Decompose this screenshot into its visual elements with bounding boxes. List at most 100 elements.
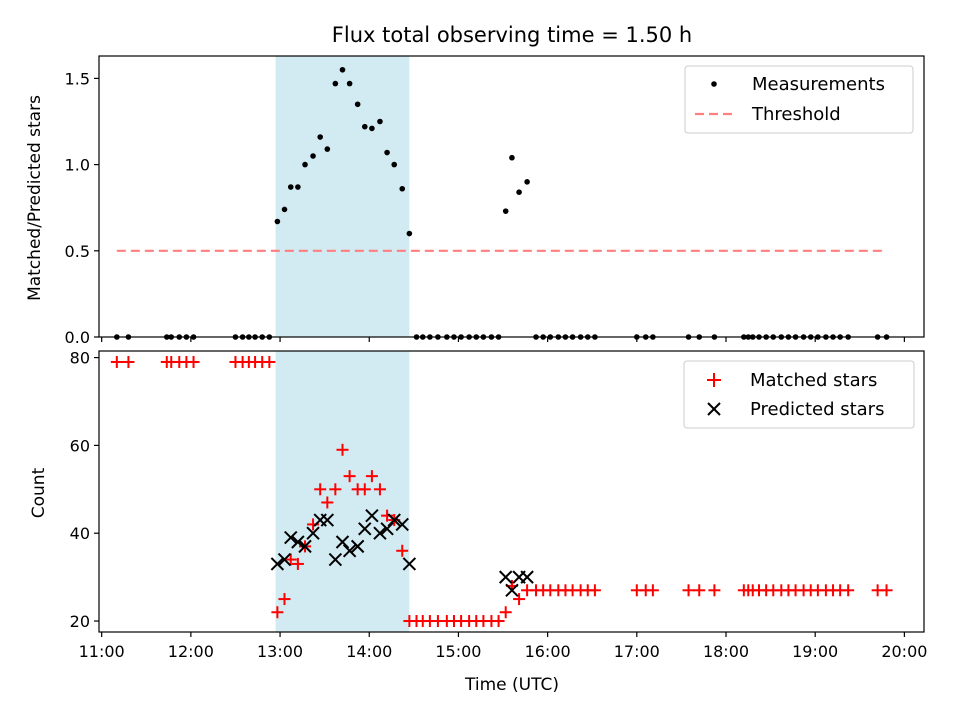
xtick-label: 12:00	[168, 642, 214, 661]
predicted-star-point	[284, 530, 298, 545]
measurement-point	[516, 189, 522, 195]
matched-star-point	[492, 615, 505, 628]
ytick-label: 80	[70, 349, 90, 368]
matched-star-point	[314, 483, 327, 496]
matched-star-point	[365, 470, 378, 483]
legend-matched-label: Matched stars	[750, 370, 877, 391]
predicted-star-point	[306, 526, 320, 540]
measurement-point	[391, 161, 398, 168]
matched-star-point	[336, 443, 349, 456]
matched-star-point	[396, 544, 409, 557]
measurement-point	[274, 218, 281, 225]
matched-star-point	[291, 557, 304, 570]
xtick-label: 19:00	[792, 642, 838, 661]
predicted-star-point	[387, 513, 401, 527]
measurement-point	[377, 118, 383, 125]
matched-star-point	[271, 606, 284, 619]
predicted-star-point	[395, 517, 409, 532]
predicted-star-point	[277, 552, 292, 567]
measurement-point	[406, 230, 413, 237]
xtick-label: 11:00	[79, 642, 125, 661]
measurement-point	[369, 125, 375, 132]
predicted-star-point	[358, 522, 372, 536]
measurement-point	[324, 146, 331, 152]
matched-star-point	[682, 584, 695, 597]
measurement-point	[332, 80, 339, 87]
matched-star-point	[122, 355, 135, 368]
predicted-star-point	[291, 535, 305, 549]
bottom-panel-shade	[275, 351, 410, 632]
xtick-label: 15:00	[435, 642, 481, 661]
bottom-panel: 20 40 60 80 11:00 12:00 13:00 14:00 15:00 16:00 17…	[29, 349, 927, 695]
predicted-star-point	[328, 552, 343, 567]
matched-star-point	[110, 355, 123, 368]
measurement-point	[354, 101, 361, 108]
measurement-point	[302, 161, 308, 168]
measurement-point	[502, 208, 509, 214]
ytick-label: 0.0	[65, 328, 90, 347]
legend-threshold-label: Threshold	[751, 104, 841, 125]
predicted-star-point	[270, 557, 285, 571]
matched-star-point	[842, 584, 855, 597]
ytick-label: 40	[70, 524, 90, 543]
xtick-label: 14:00	[346, 642, 392, 661]
legend-measurements-marker	[711, 81, 717, 87]
legend-measurements-label: Measurements	[752, 74, 885, 95]
matched-star-point	[321, 496, 334, 509]
measurement-point	[361, 123, 368, 130]
predicted-star-point	[335, 535, 350, 549]
predicted-star-point	[342, 544, 357, 558]
ytick-label: 1.5	[65, 69, 90, 88]
ytick-label: 0.5	[65, 242, 90, 261]
predicted-star-point	[298, 539, 312, 554]
bottom-panel-ylabel: Count	[29, 467, 49, 518]
matched-star-point	[358, 483, 371, 496]
matched-star-point	[373, 483, 386, 496]
predicted-star-point	[365, 508, 379, 523]
top-panel: 0.0 0.5 1.0 1.5 Matched/Predicted stars Mea…	[25, 55, 925, 347]
matched-star-point	[329, 483, 342, 496]
matched-star-point	[278, 593, 291, 606]
measurement-point	[399, 185, 406, 192]
measurement-point	[295, 184, 301, 190]
measurement-point	[287, 184, 294, 190]
matched-star-point	[343, 470, 356, 483]
legend-matched-marker	[707, 373, 721, 387]
predicted-star-point	[402, 557, 417, 571]
bottom-panel-frame	[98, 350, 925, 633]
measurement-point	[339, 66, 346, 73]
predicted-star-point	[380, 522, 394, 536]
matched-star-point	[187, 355, 200, 368]
matched-star-point	[646, 584, 659, 597]
matched-star-point	[284, 553, 297, 566]
matched-star-point	[499, 606, 512, 619]
ytick-label: 1.0	[65, 156, 90, 175]
xtick-label: 17:00	[614, 642, 660, 661]
predicted-star-point	[520, 570, 534, 584]
top-panel-shade	[275, 56, 410, 337]
matched-star-point	[513, 593, 526, 606]
measurement-point	[384, 149, 390, 156]
predicted-star-point	[350, 539, 365, 554]
matched-star-point	[708, 584, 721, 597]
figure-title: Flux total observing time = 1.50 h	[332, 23, 692, 47]
measurement-point	[317, 134, 323, 140]
predicted-star-point	[498, 570, 513, 584]
measurement-point	[509, 154, 515, 161]
measurement-point	[281, 206, 288, 213]
predicted-star-point	[505, 583, 519, 597]
predicted-star-point	[320, 513, 335, 527]
top-panel-legend: Measurements Threshold	[684, 65, 914, 134]
ytick-label: 60	[70, 436, 90, 455]
measurement-point	[524, 179, 530, 185]
xtick-label: 16:00	[525, 642, 571, 661]
xtick-label: 18:00	[703, 642, 749, 661]
measurement-point	[346, 80, 353, 87]
legend-predicted-marker	[707, 402, 721, 416]
xtick-label: 13:00	[257, 642, 303, 661]
ytick-label: 20	[70, 612, 90, 631]
matched-star-point	[880, 584, 893, 597]
bottom-panel-xlabel: Time (UTC)	[464, 675, 559, 695]
predicted-star-point	[373, 526, 387, 540]
